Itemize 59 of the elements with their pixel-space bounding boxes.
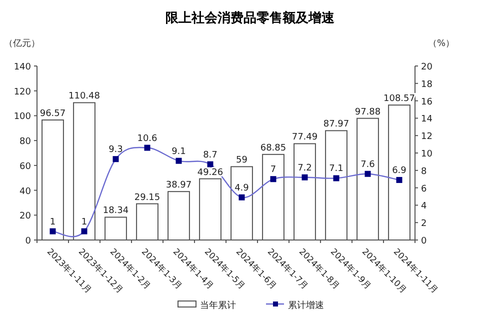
- y2-tick-label: 10: [421, 150, 433, 160]
- y-tick-label: 100: [14, 112, 32, 122]
- point: [238, 194, 245, 200]
- data-label: 38.97: [166, 180, 192, 191]
- y-axis-title: （亿元）: [4, 38, 40, 49]
- point: [364, 170, 371, 177]
- y2-tick-label: 2: [421, 219, 427, 230]
- y2-axis-title: （%）: [428, 39, 455, 49]
- y2-tick-label: 18: [421, 80, 433, 90]
- point: [50, 228, 56, 234]
- data-label: 68.85: [260, 143, 286, 154]
- y-tick-label: 40: [20, 186, 32, 197]
- y2-tick-label: 4: [421, 202, 427, 212]
- point: [81, 228, 88, 234]
- legend-label: 当年累计: [200, 300, 236, 311]
- y-tick-label: 60: [20, 162, 32, 172]
- point: [112, 156, 119, 162]
- data-label: 97.88: [354, 107, 381, 118]
- y2-tick-label: 0: [421, 236, 427, 246]
- y2-tick-label: 14: [421, 114, 433, 125]
- data-label: 29.15: [134, 192, 160, 203]
- data-label: 87.97: [323, 120, 350, 130]
- data-label: 77.49: [292, 132, 318, 143]
- point: [270, 176, 276, 182]
- legend-label: 累计增速: [288, 300, 324, 311]
- y2-tick-label: 6: [421, 184, 427, 194]
- y-tick-label: 140: [14, 62, 32, 72]
- data-label: 18.34: [102, 206, 129, 216]
- data-label: 59: [236, 156, 248, 166]
- y2-tick-label: 12: [421, 132, 432, 142]
- data-label: 10.6: [137, 134, 158, 144]
- y-tick-label: 20: [20, 212, 32, 222]
- data-label: 7.6: [360, 160, 376, 170]
- point: [207, 161, 214, 168]
- data-label: 4.9: [234, 183, 250, 194]
- y-tick-label: 120: [14, 87, 32, 98]
- data-label: 1: [81, 217, 88, 228]
- data-label: 7: [270, 165, 276, 176]
- point: [144, 144, 150, 151]
- y2-tick-label: 20: [421, 62, 433, 72]
- y2-tick-label: 8: [421, 166, 427, 177]
- data-label: 7.2: [298, 163, 312, 174]
- data-label: 8.7: [203, 150, 218, 160]
- point: [333, 175, 340, 182]
- y-tick-label: 80: [20, 137, 32, 148]
- y2-tick-label: 16: [421, 97, 433, 108]
- data-label: 110.48: [68, 92, 100, 102]
- data-label: 7.1: [329, 164, 344, 174]
- data-label: 108.57: [384, 94, 415, 104]
- data-label: 9.1: [172, 146, 186, 157]
- data-label: 9.3: [108, 145, 123, 156]
- data-label: 1: [50, 217, 56, 228]
- point: [396, 176, 402, 183]
- chart-title: 限上社会消费品零售额及增速: [166, 10, 336, 26]
- point: [302, 174, 308, 180]
- y-tick-label: 0: [25, 236, 32, 246]
- data-label: 6.9: [392, 166, 407, 176]
- point: [176, 158, 182, 164]
- data-label: 96.57: [40, 108, 66, 119]
